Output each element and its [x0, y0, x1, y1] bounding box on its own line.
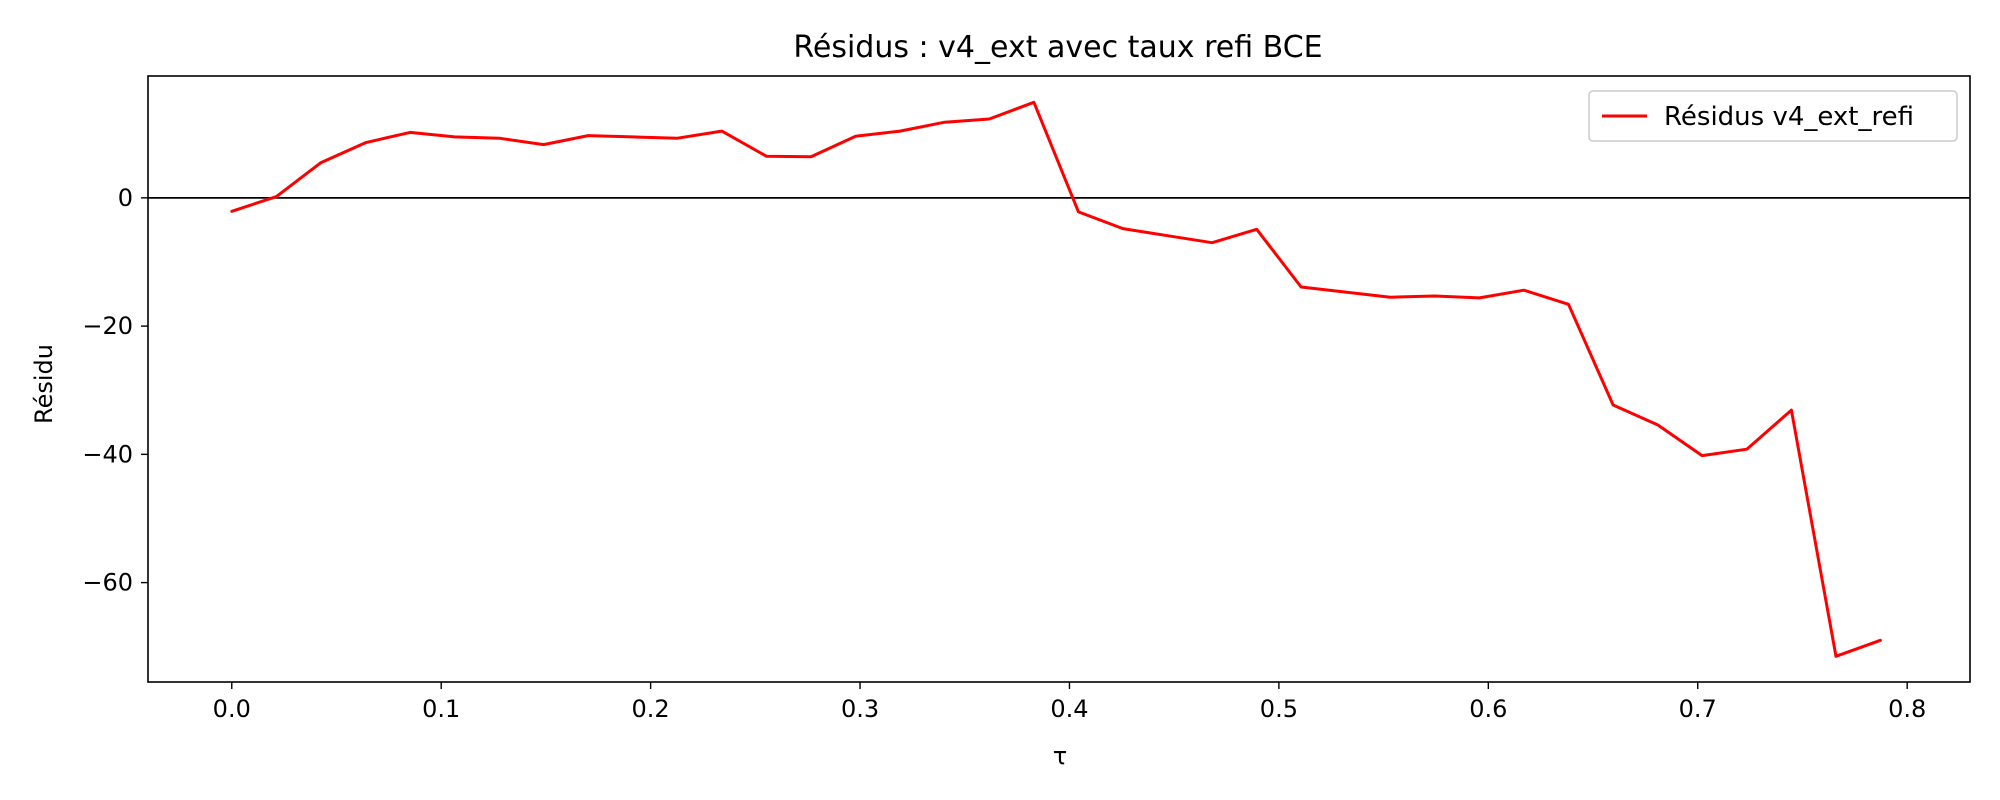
legend-box [1588, 90, 1958, 142]
data-point [275, 195, 278, 198]
y-tick-label: −20 [82, 312, 133, 340]
data-point [1121, 227, 1125, 230]
data-point [319, 161, 323, 164]
data-point [988, 117, 991, 121]
data-point [1745, 448, 1748, 451]
data-point [676, 137, 679, 140]
chart-title: Résidus : v4_ext avec taux refi BCE [793, 30, 1322, 65]
y-tick-label: 0 [118, 184, 133, 212]
x-tick-label: 0.8 [1888, 695, 1926, 723]
data-point [1522, 288, 1526, 292]
data-point [1032, 101, 1036, 104]
data-point [765, 154, 768, 158]
x-tick-label: 0.0 [213, 695, 251, 723]
data-point [1210, 241, 1214, 244]
data-point [720, 129, 724, 133]
y-tick-label: −40 [82, 440, 133, 468]
data-point [230, 210, 233, 213]
x-tick-label: 0.7 [1679, 695, 1717, 723]
data-point [631, 135, 635, 139]
plot-area: 0.0 0.1 0.2 0.3 0.4 0.5 0.6 0.7 0.8 0 −20 −40 −60 Rés… [82, 75, 1971, 723]
data-point [408, 131, 412, 134]
data-point [1433, 294, 1437, 298]
data-point [854, 135, 857, 138]
y-axis-label: Résidu [30, 344, 58, 424]
data-point [1255, 228, 1258, 231]
x-tick-label: 0.5 [1260, 695, 1298, 723]
legend-label: Résidus v4_ext_refi [1664, 102, 1914, 132]
x-tick-label: 0.4 [1050, 695, 1088, 723]
x-tick-label: 0.2 [632, 695, 670, 723]
series-line [230, 100, 1882, 658]
data-point [898, 129, 902, 133]
data-point [809, 155, 813, 158]
x-tick-label: 0.1 [422, 695, 460, 723]
plot-frame [147, 75, 1971, 683]
data-point [1790, 408, 1793, 412]
data-point [1611, 403, 1615, 407]
data-point [1389, 296, 1392, 299]
data-point [1478, 296, 1481, 300]
data-point [1344, 290, 1347, 294]
data-point [542, 143, 545, 146]
data-point [1700, 454, 1704, 457]
data-point [498, 137, 501, 140]
data-point [1166, 234, 1169, 237]
x-tick-label: 0.3 [841, 695, 879, 723]
x-tick-label: 0.6 [1469, 695, 1507, 723]
y-tick-label: −60 [82, 569, 133, 597]
data-point [453, 135, 456, 139]
data-point [1567, 303, 1570, 306]
data-point [1299, 285, 1303, 289]
data-point [364, 141, 367, 144]
data-point [1656, 423, 1659, 427]
data-point [1879, 639, 1882, 642]
data-point [1834, 655, 1838, 658]
data-point [587, 134, 590, 137]
data-point [1077, 210, 1080, 214]
data-point [943, 120, 946, 124]
x-axis-label: τ [1053, 742, 1067, 770]
